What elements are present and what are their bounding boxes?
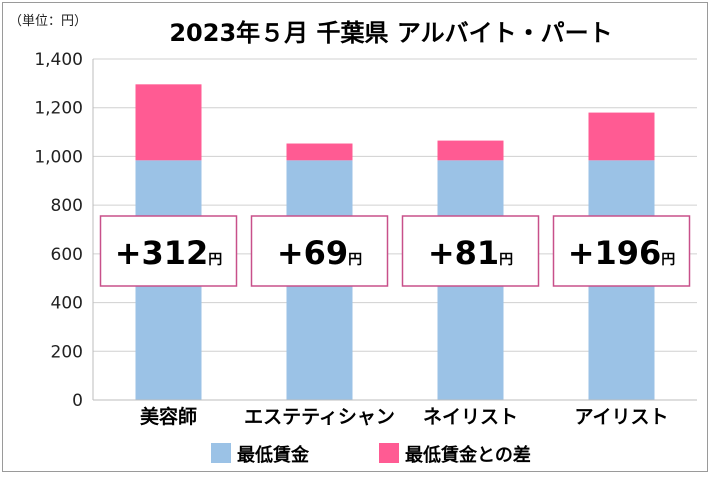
category-label: エステティシャン — [244, 406, 395, 428]
difference-value: +81 — [428, 234, 499, 272]
difference-value: +312 — [115, 234, 209, 272]
difference-label: +196円 — [568, 234, 676, 272]
difference-label-box — [99, 215, 238, 287]
difference-label-box — [250, 215, 389, 287]
bar-segment — [588, 112, 655, 161]
unit-label: （単位：円） — [9, 13, 87, 29]
category-labels: 美容師 エステティシャン ネイリスト アイリスト — [140, 405, 669, 428]
y-tick-label: 1,400 — [34, 50, 83, 70]
difference-unit: 円 — [499, 252, 513, 268]
y-tick-labels: 0 200 400 600 800 1,000 1,200 1,400 — [34, 50, 83, 411]
legend-swatch — [211, 443, 231, 463]
difference-value: +69 — [277, 234, 348, 272]
y-tick-label: 400 — [51, 294, 83, 314]
difference-value: +196 — [568, 234, 662, 272]
legend-swatch — [379, 443, 399, 463]
y-tick-label: 600 — [51, 245, 83, 265]
difference-unit: 円 — [348, 252, 362, 268]
difference-unit: 円 — [208, 252, 222, 268]
difference-labels: +312円 +69円 +81円 +196円 — [99, 215, 691, 287]
y-tick-label: 0 — [72, 391, 83, 411]
category-label: 美容師 — [140, 405, 197, 428]
legend: 最低賃金 最低賃金との差 — [211, 443, 531, 466]
category-label: ネイリスト — [423, 406, 518, 428]
difference-label: +81円 — [428, 234, 513, 272]
difference-label-box — [552, 215, 691, 287]
chart-frame: （単位：円） 2023年５月 千葉県 アルバイト・パート 0 200 400 600 8… — [2, 2, 708, 472]
axes — [92, 59, 697, 401]
difference-unit: 円 — [661, 252, 675, 268]
bar-segment — [135, 84, 202, 161]
y-tick-label: 1,000 — [34, 147, 83, 167]
legend-label: 最低賃金との差 — [405, 444, 531, 466]
y-tick-label: 1,200 — [34, 99, 83, 119]
difference-label: +312円 — [115, 234, 223, 272]
bar-segment — [437, 140, 504, 161]
difference-label: +69円 — [277, 234, 362, 272]
difference-label-box — [401, 215, 540, 287]
y-tick-label: 800 — [51, 196, 83, 216]
category-label: アイリスト — [574, 406, 668, 428]
legend-label: 最低賃金 — [237, 444, 310, 466]
bar-segment — [286, 143, 353, 161]
y-tick-label: 200 — [51, 342, 83, 362]
stacked-bar-chart: （単位：円） 2023年５月 千葉県 アルバイト・パート 0 200 400 600 8… — [9, 13, 697, 466]
chart-title: 2023年５月 千葉県 アルバイト・パート — [169, 19, 612, 47]
